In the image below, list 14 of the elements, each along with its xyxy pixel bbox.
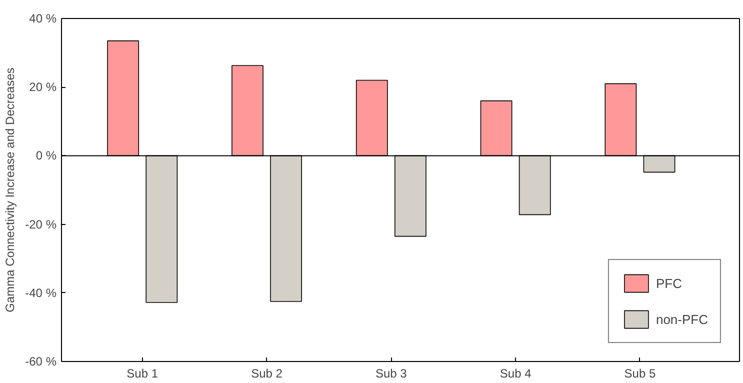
x-tick-label: Sub 1 (126, 366, 158, 380)
y-tick-label: -60 % (25, 354, 57, 368)
x-tick-label: Sub 5 (624, 366, 656, 380)
y-tick-label: 0 % (36, 148, 57, 163)
y-tick-label: -20 % (25, 217, 57, 232)
y-tick-label: 40 % (29, 12, 57, 26)
legend-label: PFC (656, 276, 682, 290)
legend-label: non-PFC (656, 312, 708, 326)
x-tick-label: Sub 2 (251, 366, 283, 380)
y-axis-title: Gamma Connectivity Increase and Decreases (3, 68, 18, 312)
y-tick-label: -40 % (25, 286, 57, 300)
x-tick-label: Sub 3 (375, 366, 408, 380)
y-tick-label: 20 % (29, 80, 57, 94)
x-tick-label: Sub 4 (500, 366, 532, 380)
